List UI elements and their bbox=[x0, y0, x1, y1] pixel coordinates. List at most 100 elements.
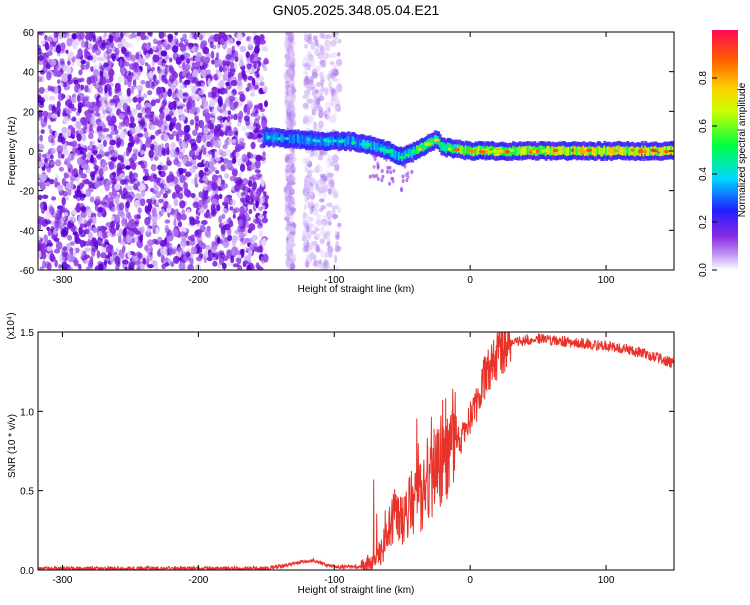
spectrogram-noise-mark bbox=[120, 67, 126, 75]
spectrogram-noise-mark bbox=[164, 257, 169, 264]
spectrogram-noise-mark bbox=[211, 149, 215, 159]
spectrogram-noise-mark bbox=[140, 80, 146, 85]
spectrogram-noise-mark bbox=[118, 113, 125, 120]
spectrogram-noise-mark bbox=[155, 130, 160, 136]
spectrogram-noise-mark bbox=[63, 82, 67, 88]
spectrogram-noise-mark bbox=[288, 254, 294, 264]
spectrogram-noise-mark bbox=[83, 41, 89, 49]
spectrogram-noise-mark bbox=[190, 178, 195, 185]
spectrogram-noise-mark bbox=[49, 128, 53, 134]
spectrogram-noise-mark bbox=[174, 32, 179, 36]
spectrogram-noise-mark bbox=[56, 79, 61, 84]
spectrogram-noise-mark bbox=[49, 206, 55, 215]
spectrogram-y-ticks: -60 -40 -20 0 20 40 60 bbox=[20, 28, 674, 277]
spectrogram-noise-mark bbox=[116, 90, 123, 97]
spectrogram-noise-mark bbox=[251, 235, 258, 241]
spectrogram-noise-mark bbox=[206, 141, 211, 148]
spectrogram-noise-mark bbox=[232, 208, 237, 215]
spectrogram-noise-mark bbox=[290, 175, 296, 183]
spectrogram-noise-mark bbox=[85, 266, 91, 270]
spectrogram-noise-mark bbox=[91, 101, 98, 107]
spectrogram-ridge-band bbox=[415, 145, 419, 154]
spectrogram-ridge-band bbox=[551, 146, 555, 155]
spectrogram-noise-mark bbox=[167, 88, 172, 97]
spectrogram-noise-mark bbox=[114, 47, 120, 56]
spectrogram-noise-mark bbox=[105, 245, 113, 254]
spectrogram-ridge-band bbox=[582, 145, 586, 155]
spectrogram-noise-mark bbox=[204, 168, 211, 176]
spectrogram-noise-mark bbox=[88, 241, 96, 247]
spectrogram-noise-mark bbox=[74, 233, 80, 240]
snr-scale-label: (x10⁴) bbox=[6, 312, 17, 339]
spectrogram-noise-mark bbox=[306, 161, 313, 168]
spectrogram-noise-mark bbox=[335, 240, 340, 248]
spectrogram-noise-mark bbox=[128, 42, 133, 49]
spectrogram-ridge-band bbox=[463, 147, 467, 156]
spectrogram-noise-mark bbox=[179, 84, 185, 90]
spectrogram-noise-mark bbox=[257, 138, 264, 143]
spectrogram-y-tick-label: -20 bbox=[20, 187, 35, 198]
spectrogram-noise-mark bbox=[231, 138, 237, 144]
spectrogram-noise-mark bbox=[109, 75, 114, 82]
spectrogram-noise-mark bbox=[239, 183, 246, 191]
spectrogram-noise-mark bbox=[331, 52, 338, 58]
spectrogram-noise-mark bbox=[175, 133, 180, 142]
spectrogram-noise-mark bbox=[326, 232, 331, 239]
spectrogram-noise-mark bbox=[289, 173, 295, 183]
spectrogram-noise-mark bbox=[169, 64, 174, 74]
spectrogram-noise-mark bbox=[137, 207, 142, 214]
spectrogram-noise-mark bbox=[201, 175, 209, 182]
spectrogram-noise-mark bbox=[172, 192, 176, 200]
spectrogram-noise-mark bbox=[114, 183, 121, 191]
spectrogram-noise-mark bbox=[118, 202, 125, 211]
spectrogram-noise-mark bbox=[76, 185, 81, 194]
spectrogram-ridge-band bbox=[321, 136, 325, 146]
spectrogram-ridge-band bbox=[606, 146, 610, 156]
spectrogram-noise-mark bbox=[70, 61, 75, 66]
spectrogram-noise-mark bbox=[261, 237, 267, 247]
spectrogram-ridge-band bbox=[290, 134, 294, 143]
spectrogram-ridge-band bbox=[443, 142, 447, 152]
spectrogram-noise-mark bbox=[239, 178, 243, 185]
spectrogram-noise-mark bbox=[302, 157, 308, 164]
spectrogram-noise-mark bbox=[66, 98, 73, 108]
spectrogram-noise-mark bbox=[287, 93, 292, 100]
spectrogram-ridge-peak bbox=[399, 155, 405, 159]
spectrogram-noise-mark bbox=[130, 218, 135, 223]
spectrogram-noise-mark bbox=[109, 105, 115, 114]
spectrogram-noise-mark bbox=[332, 92, 339, 101]
spectrogram-noise-mark bbox=[155, 98, 161, 104]
spectrogram-noise-mark bbox=[211, 209, 217, 217]
spectrogram-noise-mark bbox=[309, 251, 315, 260]
spectrogram-noise-mark bbox=[105, 94, 109, 100]
spectrogram-noise-mark bbox=[144, 113, 151, 119]
spectrogram-noise-mark bbox=[71, 169, 77, 177]
spectrogram-noise-mark bbox=[160, 124, 165, 133]
spectrogram-noise-mark bbox=[245, 246, 249, 252]
spectrogram-noise-mark bbox=[171, 130, 178, 136]
spectrogram-noise-mark bbox=[284, 153, 289, 163]
colorbar-tick-label: 0.0 bbox=[698, 263, 709, 277]
spectrogram-ridge-band bbox=[624, 147, 628, 156]
spectrogram-tail-mark bbox=[392, 168, 396, 173]
spectrogram-noise-mark bbox=[40, 173, 47, 182]
spectrogram-noise-mark bbox=[79, 193, 85, 201]
spectrogram-noise-mark bbox=[235, 40, 242, 46]
spectrogram-noise-mark bbox=[47, 124, 52, 130]
spectrogram-noise-mark bbox=[247, 82, 252, 88]
spectrogram-noise-mark bbox=[167, 236, 171, 243]
spectrogram-ridge-band bbox=[592, 146, 595, 156]
spectrogram-noise-mark bbox=[327, 176, 334, 184]
spectrogram-noise-mark bbox=[38, 144, 43, 151]
spectrogram-noise-mark bbox=[65, 49, 69, 54]
spectrogram-noise-mark bbox=[38, 129, 41, 134]
spectrogram-noise-mark bbox=[195, 106, 201, 114]
spectrogram-noise-mark bbox=[96, 100, 102, 108]
spectrogram-noise-mark bbox=[145, 42, 151, 51]
spectrogram-ridge-band bbox=[409, 148, 413, 157]
spectrogram-noise-mark bbox=[152, 207, 157, 216]
spectrogram-noise-mark bbox=[258, 75, 265, 82]
spectrogram-ridge-band bbox=[627, 147, 631, 156]
spectrogram-noise-mark bbox=[170, 261, 175, 268]
spectrogram-ridge-peak bbox=[306, 138, 311, 142]
